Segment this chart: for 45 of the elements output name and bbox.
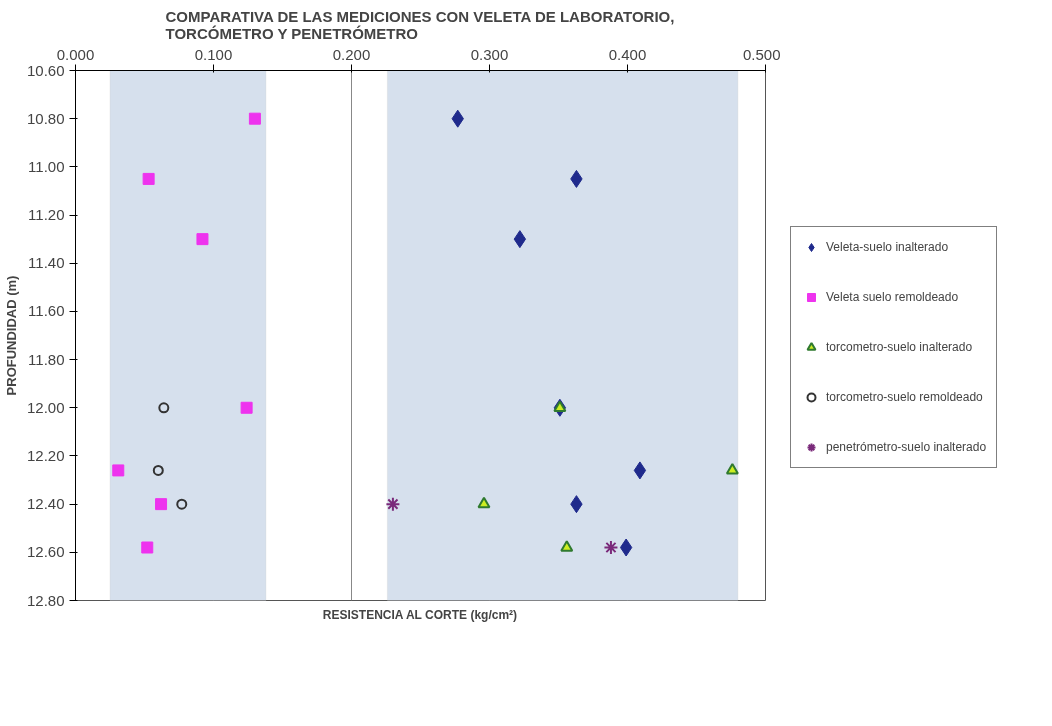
point: [619, 538, 633, 557]
y-axis-title: PROFUNDIDAD (m): [3, 275, 19, 396]
x-tick-label: 0.000: [56, 45, 95, 63]
point: [603, 540, 619, 555]
point: [553, 400, 567, 412]
y-tick-label: 11.20: [28, 206, 65, 224]
point: [240, 401, 253, 414]
chart-title: COMPARATIVA DE LAS MEDICIONES CON VELETA DE LABORATORIO, TORCÓMETRO Y PENETRÓMETRO: [165, 7, 675, 42]
y-tick-label: 12.40: [26, 495, 65, 513]
x-tick-label: 0.100: [194, 45, 233, 63]
y-tick-label: 11.80: [28, 350, 65, 368]
x-tick-label: 0.500: [742, 45, 781, 63]
point: [176, 498, 188, 510]
legend-label: penetrómetro-suelo inalterado: [826, 440, 987, 454]
y-tick-label: 12.60: [26, 543, 65, 561]
legend-label: Veleta-suelo inalterado: [826, 240, 949, 254]
y-tick-label: 12.20: [26, 446, 65, 464]
y-tick-label: 10.80: [26, 109, 65, 127]
y-tick-label: 11.60: [28, 302, 65, 320]
legend-label: torcometro-suelo inalterado: [826, 340, 973, 354]
point: [248, 112, 261, 125]
y-tick-label: 10.60: [26, 61, 65, 79]
x-axis-title: RESISTENCIA AL CORTE (kg/cm²): [322, 607, 518, 622]
x-tick-label: 0.200: [332, 45, 371, 63]
point: [477, 496, 491, 509]
y-tick-label: 12.00: [26, 398, 65, 416]
y-tick-label: 12.80: [26, 591, 65, 609]
point: [633, 461, 647, 480]
x-tick-label: 0.400: [608, 45, 647, 63]
point: [112, 464, 125, 477]
y-tick-label: 11.00: [28, 157, 65, 175]
point: [513, 230, 527, 249]
point: [142, 172, 155, 185]
point: [158, 402, 170, 414]
point: [152, 464, 164, 476]
point: [155, 498, 168, 511]
point: [725, 463, 739, 475]
point: [196, 233, 209, 246]
x-tick-label: 0.300: [470, 45, 509, 63]
point: [560, 540, 574, 552]
point: [385, 496, 401, 512]
legend-label: Veleta suelo remoldeado: [826, 290, 959, 304]
legend-label: torcometro-suelo remoldeado: [826, 390, 983, 404]
point: [141, 541, 154, 554]
y-tick-label: 11.40: [28, 254, 65, 272]
